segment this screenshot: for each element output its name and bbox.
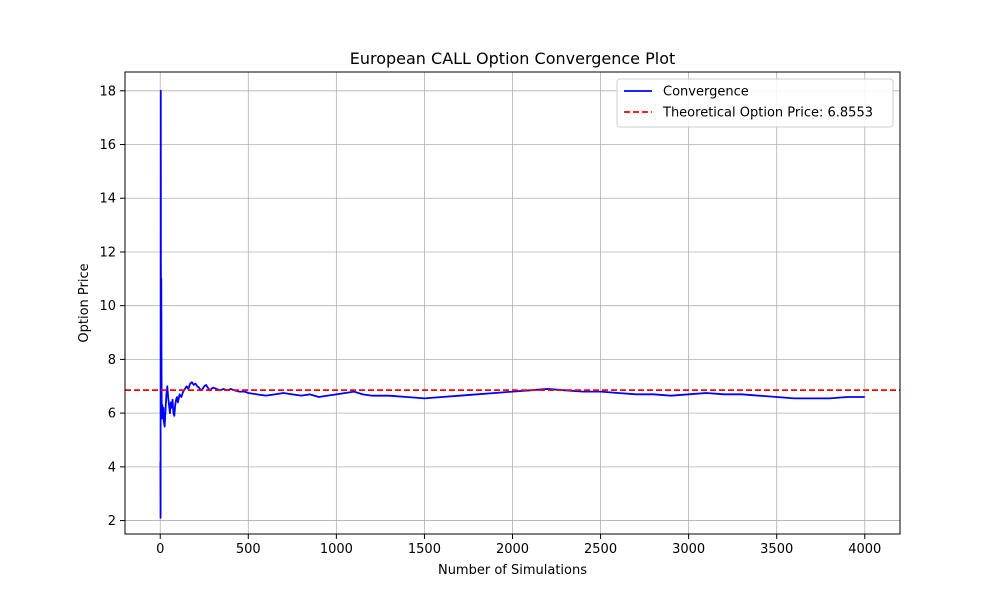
y-tick-label: 6	[108, 407, 116, 422]
x-tick-label: 3000	[672, 542, 705, 557]
legend-box	[616, 78, 894, 128]
y-tick-label: 12	[99, 245, 116, 260]
legend-label-theoretical: Theoretical Option Price: 6.8553	[662, 106, 873, 121]
x-tick-label: 2500	[584, 542, 617, 557]
legend-label-convergence: Convergence	[663, 85, 749, 100]
legend: Convergence Theoretical Option Price: 6.…	[616, 78, 894, 128]
chart-title: European CALL Option Convergence Plot	[350, 49, 676, 68]
x-tick-label: 2000	[496, 542, 529, 557]
y-tick-label: 16	[99, 138, 116, 153]
y-axis-ticks: 2 4 6 8 10 12 14 16 18	[99, 84, 125, 529]
plot-series	[125, 89, 900, 519]
x-axis-ticks: 0 500 1000 1500 2000 2500 3000 3500 4000	[156, 534, 881, 557]
y-tick-label: 8	[108, 353, 116, 368]
x-tick-label: 500	[236, 542, 261, 557]
x-tick-label: 1500	[408, 542, 441, 557]
y-tick-label: 10	[99, 299, 116, 314]
y-tick-label: 18	[99, 84, 116, 99]
grid-lines	[125, 72, 900, 534]
y-axis-label: Option Price	[77, 263, 92, 342]
x-tick-label: 4000	[848, 542, 881, 557]
x-axis-label: Number of Simulations	[438, 563, 587, 578]
y-tick-label: 2	[108, 514, 116, 529]
x-tick-label: 3500	[760, 542, 793, 557]
x-tick-label: 0	[156, 542, 164, 557]
x-tick-label: 1000	[320, 542, 353, 557]
y-tick-label: 4	[108, 460, 116, 475]
y-tick-label: 14	[99, 192, 116, 207]
